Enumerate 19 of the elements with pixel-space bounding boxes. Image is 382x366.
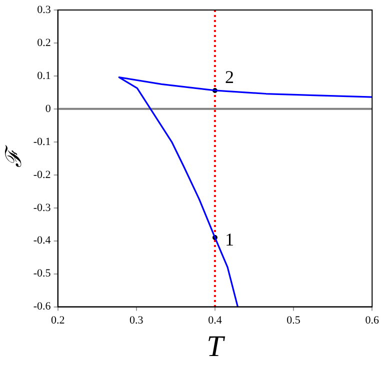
y-tick-label: -0.5 (33, 268, 52, 280)
x-tick-label: 0.2 (50, 314, 65, 326)
y-tick-label: -0.2 (33, 168, 51, 181)
y-tick-label: -0.6 (33, 300, 52, 313)
y-tick-label: 0.2 (37, 36, 51, 49)
y-tick-label: 0.3 (37, 4, 52, 16)
y-tick-label: -0.1 (33, 136, 51, 148)
x-axis-title: T (206, 330, 226, 363)
y-tick-label: 0.1 (37, 70, 51, 82)
annotation: 2 (224, 67, 234, 88)
x-tick-label: 0.4 (208, 314, 222, 326)
y-tick-label: 0 (45, 102, 52, 115)
y-axis-title: ℱ (2, 144, 27, 168)
x-tick-label: 0.3 (130, 314, 144, 326)
annotation: 1 (224, 229, 234, 250)
y-tick-label: -0.4 (33, 234, 52, 247)
y-tick-label: -0.3 (33, 202, 52, 214)
x-tick-label: 0.5 (286, 314, 301, 326)
x-tick-label: 0.6 (365, 314, 380, 326)
